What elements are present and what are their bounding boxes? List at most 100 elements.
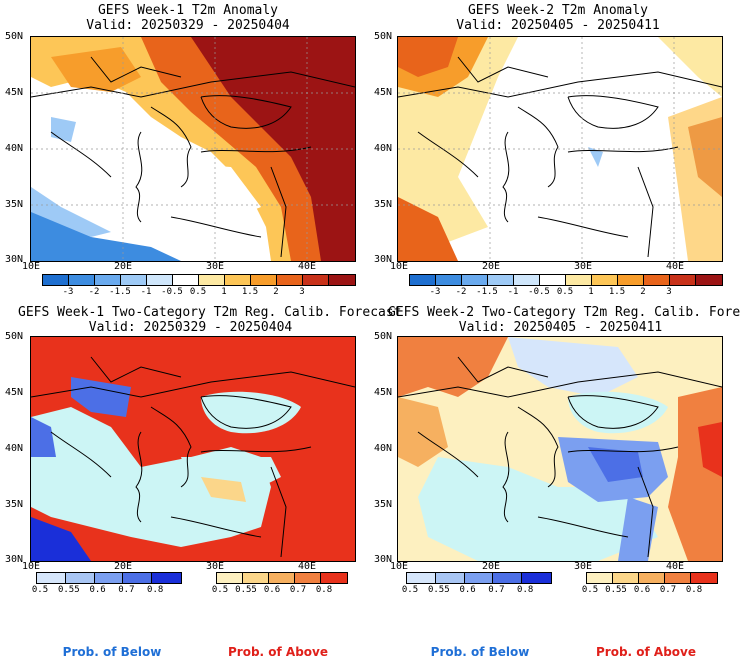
- x-tick: 40E: [666, 261, 685, 272]
- colorbar-swatch: [94, 573, 124, 583]
- below-weak-region: [508, 337, 638, 397]
- anomaly-map: [397, 36, 723, 262]
- colorbar-swatch: [152, 573, 181, 583]
- colorbar-label: -1: [140, 287, 152, 297]
- below-prob-south: [618, 497, 658, 561]
- cool-spot: [588, 147, 603, 167]
- y-tick: 40N: [374, 143, 393, 154]
- colorbar-swatch: [199, 275, 225, 285]
- warm-east-region: [658, 37, 722, 97]
- x-tick: 20E: [114, 261, 133, 272]
- colorbar-label: 2: [273, 287, 279, 297]
- colorbar-swatch: [69, 275, 95, 285]
- colorbar-label: 1.5: [241, 287, 259, 297]
- sea-region: [31, 407, 271, 547]
- anomaly-map: [30, 36, 356, 262]
- y-tick: 45N: [5, 387, 24, 398]
- above-weak-east: [201, 477, 246, 502]
- colorbar-swatch: [587, 573, 613, 583]
- warm-east-margin: [668, 97, 722, 261]
- colorbar-swatch: [295, 573, 321, 583]
- colorbar-label: 0.5: [211, 585, 229, 595]
- colorbar-swatch: [522, 573, 551, 583]
- x-tick: 10E: [22, 261, 41, 272]
- colorbar-swatch: [407, 573, 436, 583]
- y-tick: 30N: [374, 554, 393, 565]
- x-tick: 40E: [298, 261, 317, 272]
- probability-map: [30, 336, 356, 562]
- colorbar-swatch: [644, 275, 670, 285]
- colorbar-label: -2: [88, 287, 100, 297]
- above-strong-east: [698, 422, 722, 477]
- sea-region: [418, 457, 658, 561]
- x-tick: 10E: [390, 261, 409, 272]
- colorbar-label: 1: [588, 287, 594, 297]
- panel-title: GEFS Week-2 Two-Category T2m Reg. Calib.…: [388, 305, 740, 320]
- colorbar-label: -0.5: [161, 287, 183, 297]
- graticule: [398, 37, 722, 261]
- colorbar-swatch: [514, 275, 540, 285]
- above-legend-label: Prob. of Above: [227, 645, 329, 659]
- colorbar-swatch: [592, 275, 618, 285]
- warm-southwest: [398, 197, 458, 261]
- colorbar-swatch: [303, 275, 329, 285]
- colorbar-swatch: [639, 573, 665, 583]
- colorbar-label: 0.8: [517, 585, 534, 595]
- colorbar-swatch: [321, 573, 347, 583]
- anomaly-colorbar: [409, 274, 723, 286]
- y-tick: 30N: [5, 554, 24, 565]
- colorbar-swatch: [410, 275, 436, 285]
- below-legend-label: Prob. of Below: [62, 645, 162, 659]
- panel-subtitle: Valid: 20250405 - 20250411: [458, 320, 663, 335]
- above-prob-colorbar: [216, 572, 348, 584]
- cool-anomaly-region: [31, 197, 181, 261]
- colorbar-swatch: [464, 573, 494, 583]
- mild-cool-region: [31, 187, 111, 237]
- panel-subtitle: Valid: 20250329 - 20250404: [86, 18, 290, 33]
- above-legend-label: Prob. of Above: [595, 645, 697, 659]
- colorbar-swatch: [37, 573, 66, 583]
- anomaly-map-canvas: [398, 37, 722, 261]
- y-tick: 50N: [374, 331, 393, 342]
- y-tick: 45N: [374, 87, 393, 98]
- panel-title: GEFS Week-1 T2m Anomaly: [97, 3, 278, 18]
- x-tick: 20E: [482, 261, 501, 272]
- x-tick: 30E: [206, 261, 225, 272]
- panel-week1-probability: GEFS Week-1 Two-Category T2m Reg. Calib.…: [5, 300, 402, 662]
- above-prob-region: [398, 337, 508, 397]
- y-tick: 35N: [374, 499, 393, 510]
- colorbar-label: 0.6: [89, 585, 106, 595]
- coastlines: [398, 56, 722, 258]
- y-tick: 50N: [374, 31, 393, 42]
- colorbar-swatch: [665, 573, 691, 583]
- y-tick: 30N: [374, 254, 393, 265]
- below-prob-region: [71, 377, 131, 417]
- colorbar-label: -1: [507, 287, 519, 297]
- colorbar-label: 0.55: [427, 585, 450, 595]
- colorbar-swatch: [618, 275, 644, 285]
- colorbar-swatch: [696, 275, 722, 285]
- colorbar-label: 0.5: [31, 585, 49, 595]
- black-sea-region: [568, 391, 668, 434]
- below-prob-colorbar: [36, 572, 182, 584]
- x-tick: 40E: [666, 561, 685, 572]
- y-tick: 40N: [5, 443, 24, 454]
- colorbar-label: 2: [640, 287, 646, 297]
- colorbar-label: -3: [429, 287, 441, 297]
- colorbar-swatch: [329, 275, 355, 285]
- below-strong-region: [588, 447, 643, 482]
- y-tick: 50N: [5, 331, 24, 342]
- colorbar-label: 0.6: [263, 585, 281, 595]
- colorbar-label: 0.5: [556, 287, 574, 297]
- colorbar-label: -1.5: [109, 287, 131, 297]
- coastlines: [398, 356, 722, 558]
- panel-subtitle: Valid: 20250329 - 20250404: [88, 320, 293, 335]
- colorbar-swatch: [670, 275, 696, 285]
- colorbar-swatch: [243, 573, 269, 583]
- colorbar-label: -2: [455, 287, 467, 297]
- colorbar-swatch: [462, 275, 488, 285]
- colorbar-swatch: [225, 275, 251, 285]
- panel-week2-anomaly: GEFS Week-2 T2m Anomaly Valid: 20250405 …: [374, 0, 728, 300]
- colorbar-label: 0.6: [633, 585, 651, 595]
- colorbar-swatch: [65, 573, 95, 583]
